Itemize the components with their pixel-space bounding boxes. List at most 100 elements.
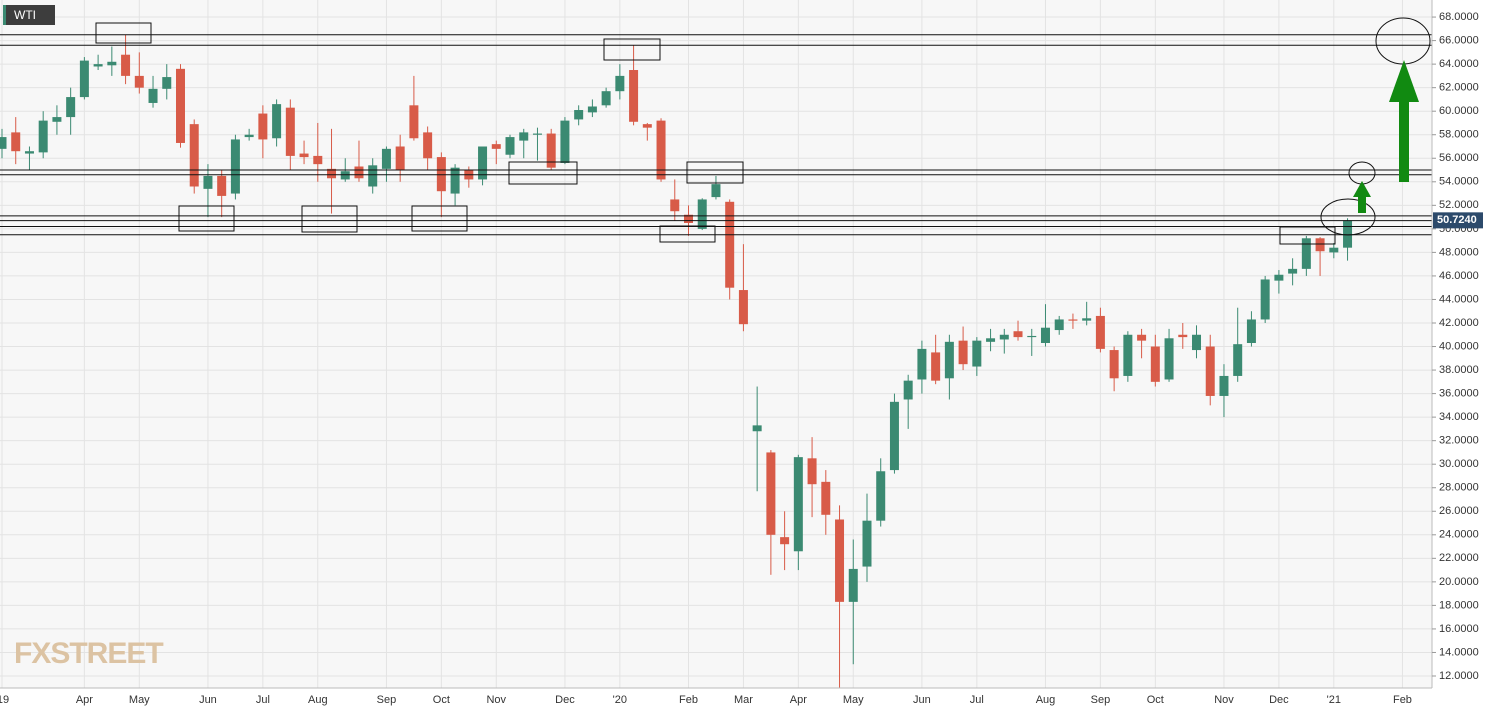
candle-body (532, 133, 542, 135)
annotation-box (603, 38, 661, 61)
candle-body (230, 139, 240, 194)
candle-body (1219, 375, 1229, 396)
candle-body (299, 153, 309, 158)
candle-body (848, 568, 858, 602)
annotation-box (411, 205, 468, 232)
legend-box (3, 5, 55, 25)
candle-body (835, 519, 845, 602)
candles (0, 34, 1353, 688)
annotation-box (1279, 226, 1336, 245)
candle-body (587, 106, 597, 113)
grid (0, 0, 1432, 688)
candle-body (889, 401, 899, 471)
x-tick-label: Nov (486, 694, 506, 706)
annotation-box (178, 205, 235, 232)
annotation-circle (1320, 198, 1376, 236)
candle-body (1343, 220, 1353, 248)
levels (0, 34, 1432, 236)
candle-body (642, 124, 652, 128)
x-tick-label: Apr (76, 694, 93, 706)
candle-body (189, 124, 199, 187)
candle-body (285, 107, 295, 156)
candle-body (1274, 274, 1284, 281)
candle-body (203, 175, 213, 189)
annotation-box (686, 161, 744, 184)
y-tick-label: 56.0000 (1439, 152, 1479, 164)
candle-body (697, 199, 707, 229)
x-tick-label: Feb (1393, 694, 1412, 706)
y-tick-label: 20.0000 (1439, 576, 1479, 588)
candle-body (1192, 334, 1202, 351)
candle-body (327, 168, 337, 179)
y-tick-label: 66.0000 (1439, 35, 1479, 47)
candle-body (272, 104, 282, 139)
candle-body (876, 471, 886, 521)
x-tick-label: Jul (970, 694, 984, 706)
candle-body (999, 334, 1009, 340)
y-tick-label: 16.0000 (1439, 623, 1479, 635)
candle-body (38, 120, 48, 153)
candle-body (1205, 346, 1215, 396)
candle-body (629, 70, 639, 122)
arrow-head (1389, 60, 1419, 102)
candle-body (1027, 335, 1037, 338)
y-tick-label: 28.0000 (1439, 482, 1479, 494)
candle-body (368, 165, 378, 187)
candle-body (670, 199, 680, 212)
candle-body (684, 214, 693, 223)
y-tick-label: 32.0000 (1439, 435, 1479, 447)
candle-body (917, 348, 927, 380)
candle-body (134, 75, 144, 88)
candle-body (478, 146, 488, 180)
x-tick-label: Dec (1269, 694, 1289, 706)
y-tick-label: 52.0000 (1439, 199, 1479, 211)
candle-body (1054, 319, 1064, 331)
x-tick-label: Apr (790, 694, 807, 706)
candle-body (862, 520, 872, 567)
candle-body (615, 75, 625, 92)
candle-body (972, 340, 982, 367)
candle-body (903, 380, 913, 400)
candle-body (258, 113, 268, 140)
x-tick-label: Jul (256, 694, 270, 706)
annotation-box (301, 205, 358, 233)
x-tick-label: Mar (734, 694, 753, 706)
x-tick-label: May (129, 694, 150, 706)
y-tick-label: 34.0000 (1439, 411, 1479, 423)
candle-body (711, 184, 721, 198)
candle-body (766, 452, 776, 535)
x-tick-label: Feb (679, 694, 698, 706)
annotation-box (508, 161, 578, 185)
candle-body (738, 290, 748, 325)
y-tick-label: 12.0000 (1439, 670, 1479, 682)
annotation-box (95, 22, 152, 44)
candle-body (491, 144, 501, 149)
candle-body (931, 352, 941, 381)
y-tick-label: 14.0000 (1439, 646, 1479, 658)
candle-body (423, 132, 433, 159)
arrows (1353, 60, 1419, 213)
candle-body (958, 340, 968, 365)
candle-body (821, 481, 831, 515)
candle-body (1164, 338, 1174, 380)
candle-body (793, 457, 803, 552)
y-tick-label: 46.0000 (1439, 270, 1479, 282)
x-tick-label: May (843, 694, 864, 706)
candle-body (313, 155, 323, 165)
annotations (95, 17, 1431, 245)
y-tick-label: 54.0000 (1439, 176, 1479, 188)
candle-body (1301, 238, 1311, 269)
candle-body (1150, 346, 1160, 382)
candle-body (1013, 331, 1023, 338)
candle-body (79, 60, 89, 98)
candle-body (1137, 334, 1147, 341)
x-tick-label: '21 (1327, 694, 1341, 706)
candle-body (780, 537, 790, 545)
y-tick-label: 42.0000 (1439, 317, 1479, 329)
candle-body (52, 117, 62, 122)
x-tick-label: Dec (555, 694, 575, 706)
x-tick-label: Sep (377, 694, 397, 706)
candle-body (807, 458, 817, 485)
candle-body (1082, 318, 1092, 321)
